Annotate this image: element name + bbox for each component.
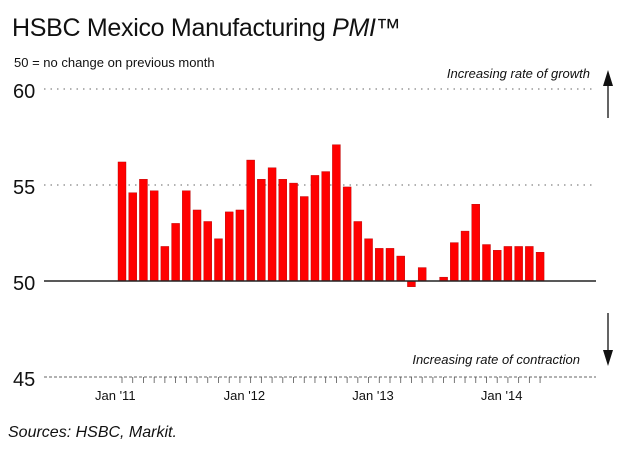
annotation-contraction: Increasing rate of contraction — [412, 352, 580, 367]
bar-2012-08 — [321, 171, 330, 282]
chart-title: HSBC Mexico Manufacturing PMI™ — [12, 14, 401, 43]
arrow-down-icon — [603, 313, 613, 366]
chart-title-pmi: PMI — [332, 14, 376, 42]
x-tick-label: Jan '14 — [481, 388, 523, 403]
bar-2012-12 — [364, 238, 373, 282]
bar-2013-09 — [460, 230, 470, 282]
bar-2011-05 — [160, 246, 170, 282]
bar-2014-01 — [503, 246, 513, 282]
bar-2011-07 — [182, 190, 191, 282]
bar-2014-02 — [514, 246, 523, 282]
bar-2013-04 — [407, 280, 416, 287]
bar-2013-11 — [482, 244, 491, 282]
bar-2013-01 — [375, 248, 384, 282]
axes — [44, 280, 596, 383]
bar-2013-08 — [450, 242, 459, 282]
y-tick-label-55: 55 — [13, 177, 35, 199]
bar-2014-03 — [525, 246, 534, 282]
bar-2013-03 — [396, 255, 405, 282]
y-tick-label-50: 50 — [13, 273, 35, 295]
y-tick-label-60: 60 — [13, 81, 35, 103]
x-tick-label: Jan '13 — [352, 388, 394, 403]
gridlines — [44, 88, 596, 378]
bar-2012-03 — [267, 167, 277, 282]
bar-2012-07 — [310, 175, 320, 282]
y-tick-label-45: 45 — [13, 369, 35, 391]
bar-2011-01 — [117, 161, 127, 282]
bar-2013-12 — [493, 250, 502, 282]
annotation-growth: Increasing rate of growth — [447, 66, 590, 81]
bars — [117, 144, 545, 287]
bar-2012-06 — [300, 196, 309, 282]
bar-2012-04 — [278, 179, 287, 282]
bar-2012-01 — [246, 159, 255, 282]
bar-2013-10 — [471, 203, 480, 282]
bar-2012-09 — [332, 144, 341, 282]
bar-2011-10 — [214, 238, 223, 282]
bar-2011-08 — [192, 209, 202, 282]
sources-note: Sources: HSBC, Markit. — [8, 424, 177, 441]
bar-2013-05 — [417, 267, 427, 282]
bar-2012-02 — [257, 179, 266, 282]
y-tick-labels: 45 50 55 60 — [13, 81, 35, 391]
bar-2011-11 — [224, 211, 234, 282]
x-tick-label: Jan '11 — [95, 388, 136, 403]
x-tick-label: Jan '12 — [224, 388, 266, 403]
arrow-up-icon — [603, 70, 613, 118]
bar-2011-02 — [128, 192, 137, 282]
bar-2012-11 — [353, 221, 363, 282]
chart-subtitle: 50 = no change on previous month — [14, 55, 215, 70]
bar-2011-12 — [235, 209, 245, 282]
chart-title-main: HSBC Mexico Manufacturing — [12, 14, 333, 42]
chart-title-trademark: ™ — [375, 14, 401, 42]
bar-2011-06 — [171, 223, 180, 282]
bar-2011-03 — [139, 179, 148, 282]
bar-2012-05 — [289, 182, 298, 282]
bar-2011-09 — [203, 221, 212, 282]
bar-2014-04 — [535, 251, 545, 282]
bar-2011-04 — [149, 190, 159, 282]
x-tick-labels: Jan '11 Jan '12 Jan '13 Jan '14 — [95, 388, 522, 403]
bar-2013-02 — [385, 248, 395, 282]
bar-2012-10 — [342, 186, 352, 282]
